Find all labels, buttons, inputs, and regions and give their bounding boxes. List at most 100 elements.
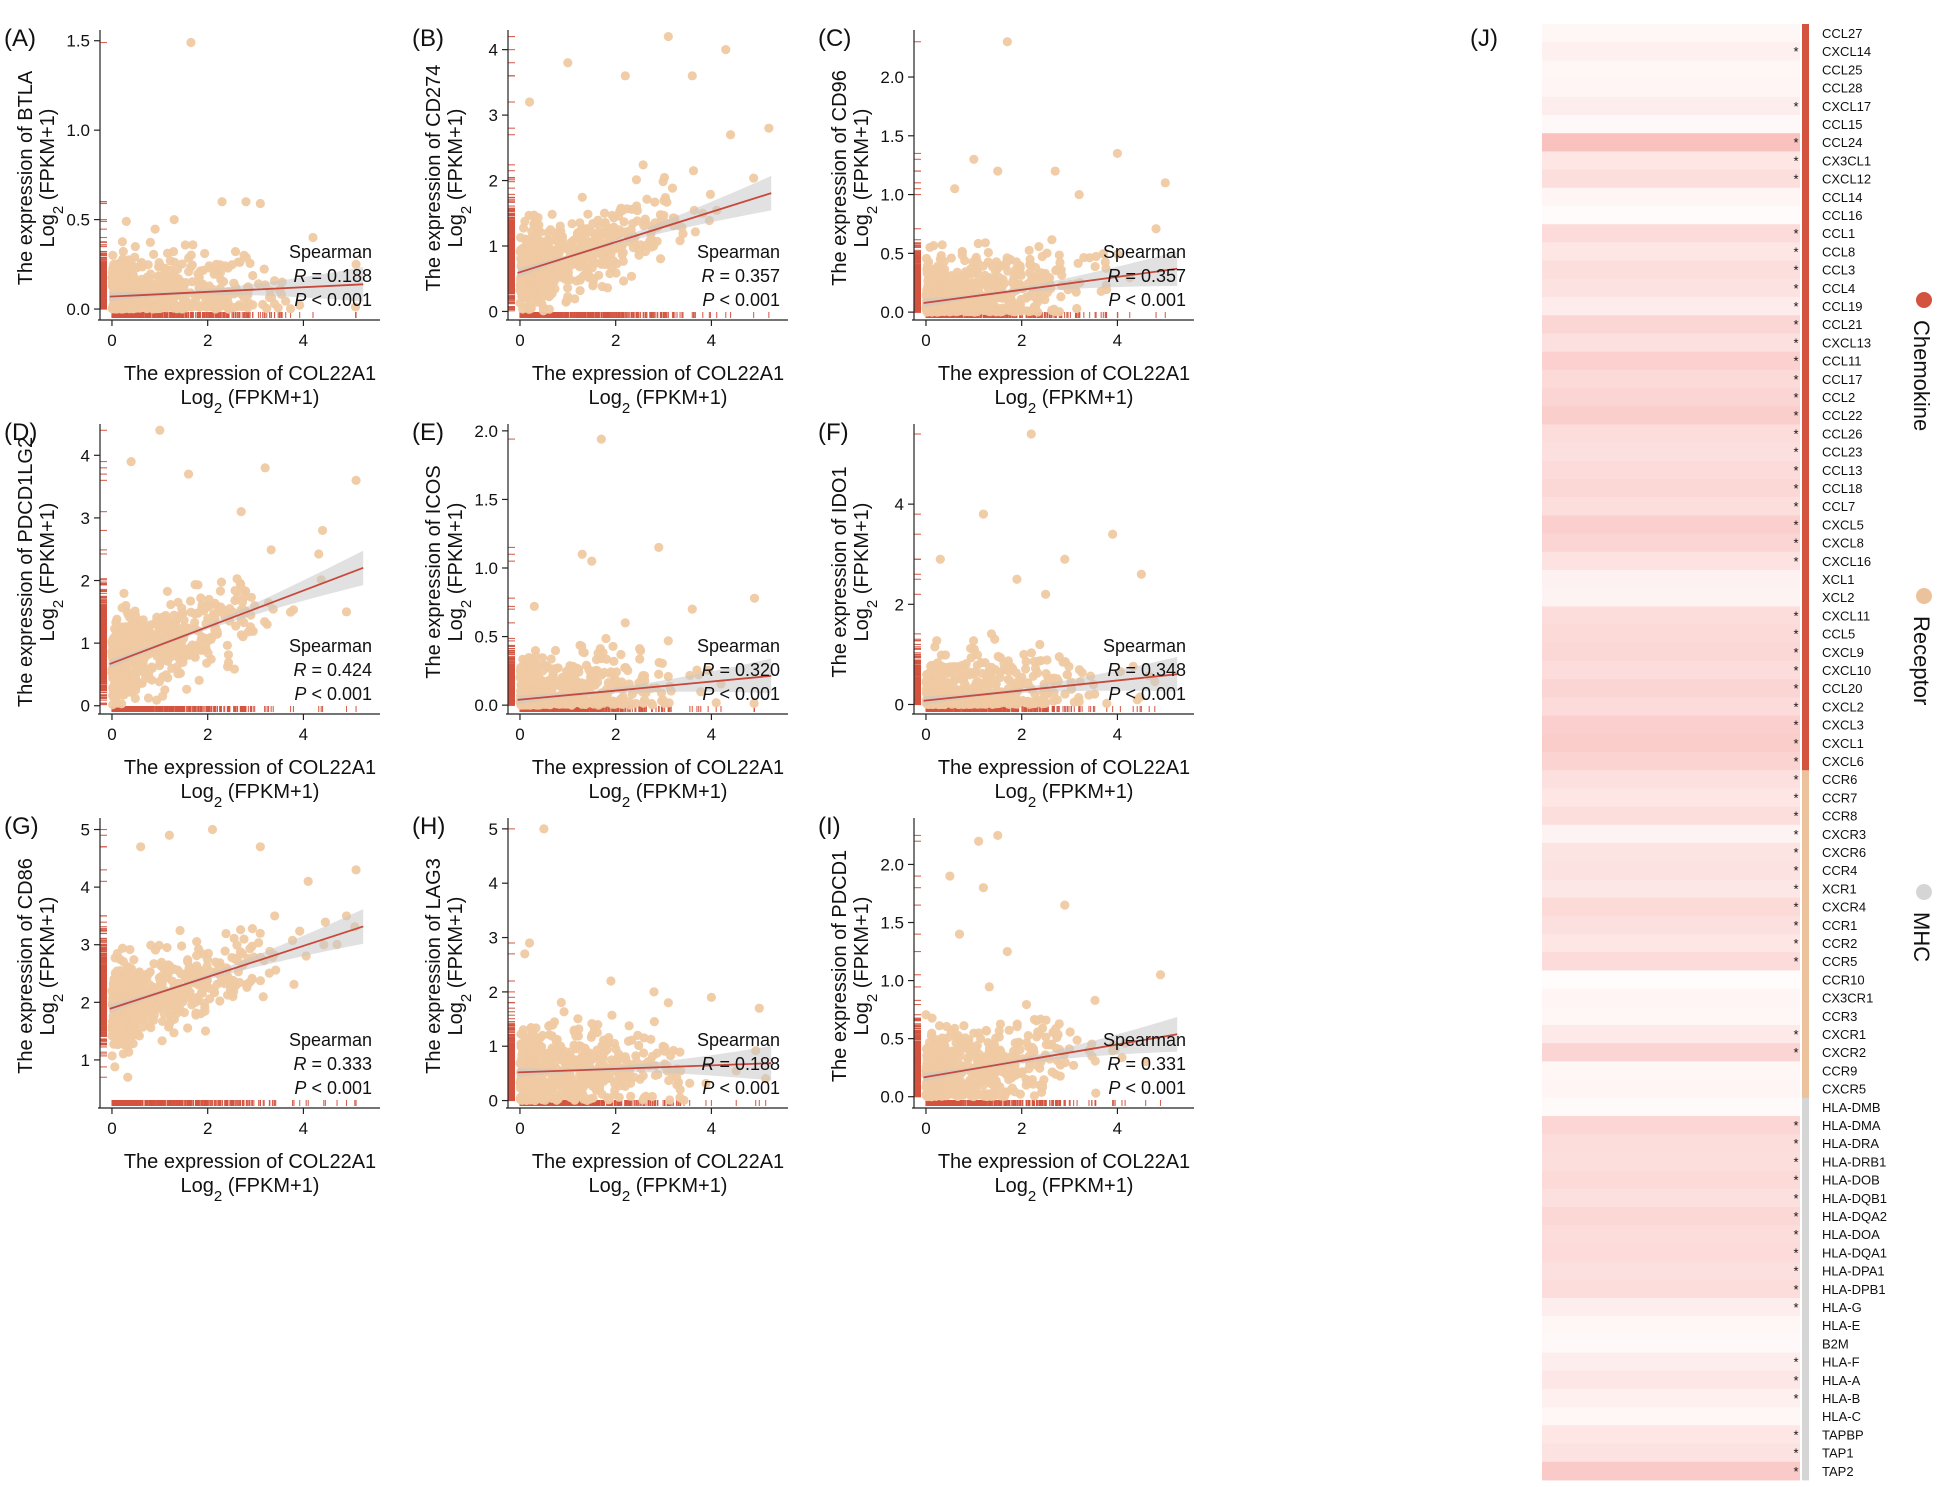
scatter-point — [749, 173, 758, 182]
scatter-point — [130, 301, 139, 310]
x-tick-label: 4 — [299, 331, 308, 350]
scatter-point — [525, 97, 534, 106]
scatter-point — [553, 246, 562, 255]
scatter-point — [603, 283, 612, 292]
scatter-point — [213, 270, 222, 279]
y-tick-label: 0.5 — [66, 211, 90, 230]
x-tick-label: 2 — [611, 331, 620, 350]
scatter-point — [137, 258, 146, 267]
scatter-point — [204, 299, 213, 308]
scatter-point — [570, 294, 579, 303]
scatter-point — [542, 245, 551, 254]
x-axis-unit: Log2 (FPKM+1) — [589, 387, 728, 417]
scatter-point — [614, 211, 623, 220]
scatter-point — [143, 300, 152, 309]
scatter-point — [533, 225, 542, 234]
scatter-point — [131, 242, 140, 251]
scatter-point — [619, 248, 628, 257]
panel-label: (A) — [4, 25, 36, 52]
scatter-point — [212, 296, 221, 305]
scatter-point — [621, 71, 630, 80]
scatter-point — [533, 213, 542, 222]
stat-method: Spearman — [289, 242, 372, 262]
x-axis-unit: Log2 (FPKM+1) — [181, 387, 320, 417]
scatter-point — [516, 233, 525, 242]
scatter-point — [281, 297, 290, 306]
scatter-point — [562, 268, 571, 277]
scatter-point — [584, 257, 593, 266]
scatter-point — [119, 247, 128, 256]
scatter-point — [1025, 246, 1034, 255]
scatter-point — [627, 272, 636, 281]
scatter-point — [150, 225, 159, 234]
scatter-point — [243, 303, 252, 312]
scatter-point — [308, 233, 317, 242]
scatter-point — [193, 302, 202, 311]
stat-r: R = 0.357 — [701, 266, 780, 286]
scatter-point — [518, 304, 527, 313]
scatter-panel-btla: 0 2 40.00.51.01.5(A)The expression of COL2… — [4, 25, 380, 417]
y-tick-label: 4 — [489, 41, 498, 60]
scatter-point — [1072, 304, 1081, 313]
y-axis-unit: Log2 (FPKM+1) — [37, 109, 67, 248]
scatter-point — [260, 264, 269, 273]
scatter-point — [186, 38, 195, 47]
scatter-point — [589, 274, 598, 283]
stat-method: Spearman — [697, 242, 780, 262]
scatter-point — [543, 276, 552, 285]
scatter-point — [656, 254, 665, 263]
scatter-point — [223, 263, 232, 272]
scatter-point — [239, 251, 248, 260]
scatter-point — [170, 300, 179, 309]
scatter-point — [726, 130, 735, 139]
scatter-point — [188, 260, 197, 269]
scatter-point — [142, 278, 151, 287]
scatter-point — [1151, 224, 1160, 233]
scatter-point — [661, 193, 670, 202]
scatter-point — [256, 199, 265, 208]
scatter-point — [578, 193, 587, 202]
scatter-point — [530, 255, 539, 264]
scatter-point — [187, 251, 196, 260]
scatter-point — [600, 218, 609, 227]
scatter-point — [764, 124, 773, 133]
scatter-point — [632, 175, 641, 184]
scatter-point — [668, 184, 677, 193]
scatter-point — [160, 266, 169, 275]
scatter-point — [691, 227, 700, 236]
scatter-point — [517, 292, 526, 301]
scatter-panel-cd96: 0 2 40.00.51.01.52.0(C)The expression of C… — [818, 25, 1194, 417]
scatter-point — [108, 251, 117, 260]
scatter-point — [639, 160, 648, 169]
scatter-point — [548, 210, 557, 219]
x-tick-label: 2 — [203, 331, 212, 350]
y-tick-label: 0.0 — [66, 300, 90, 319]
y-tick-label: 3 — [489, 106, 498, 125]
scatter-point — [163, 278, 172, 287]
scatter-point — [627, 205, 636, 214]
scatter-point — [575, 286, 584, 295]
scatter-point — [664, 32, 673, 41]
scatter-point — [127, 267, 136, 276]
scatter-point — [570, 235, 579, 244]
scatter-point — [606, 250, 615, 259]
x-tick-label: 4 — [707, 331, 716, 350]
scatter-point — [650, 198, 659, 207]
scatter-point — [689, 166, 698, 175]
scatter-point — [219, 277, 228, 286]
scatter-point — [636, 240, 645, 249]
scatter-point — [554, 228, 563, 237]
scatter-point — [586, 238, 595, 247]
scatter-point — [178, 259, 187, 268]
scatter-point — [600, 209, 609, 218]
scatter-point — [534, 287, 543, 296]
scatter-point — [641, 215, 650, 224]
scatter-point — [193, 269, 202, 278]
scatter-point — [579, 224, 588, 233]
scatter-point — [191, 294, 200, 303]
scatter-point — [118, 237, 127, 246]
x-axis-title: The expression of COL22A1 — [124, 363, 376, 385]
scatter-point — [567, 219, 576, 228]
scatter-point — [163, 249, 172, 258]
scatter-point — [181, 302, 190, 311]
